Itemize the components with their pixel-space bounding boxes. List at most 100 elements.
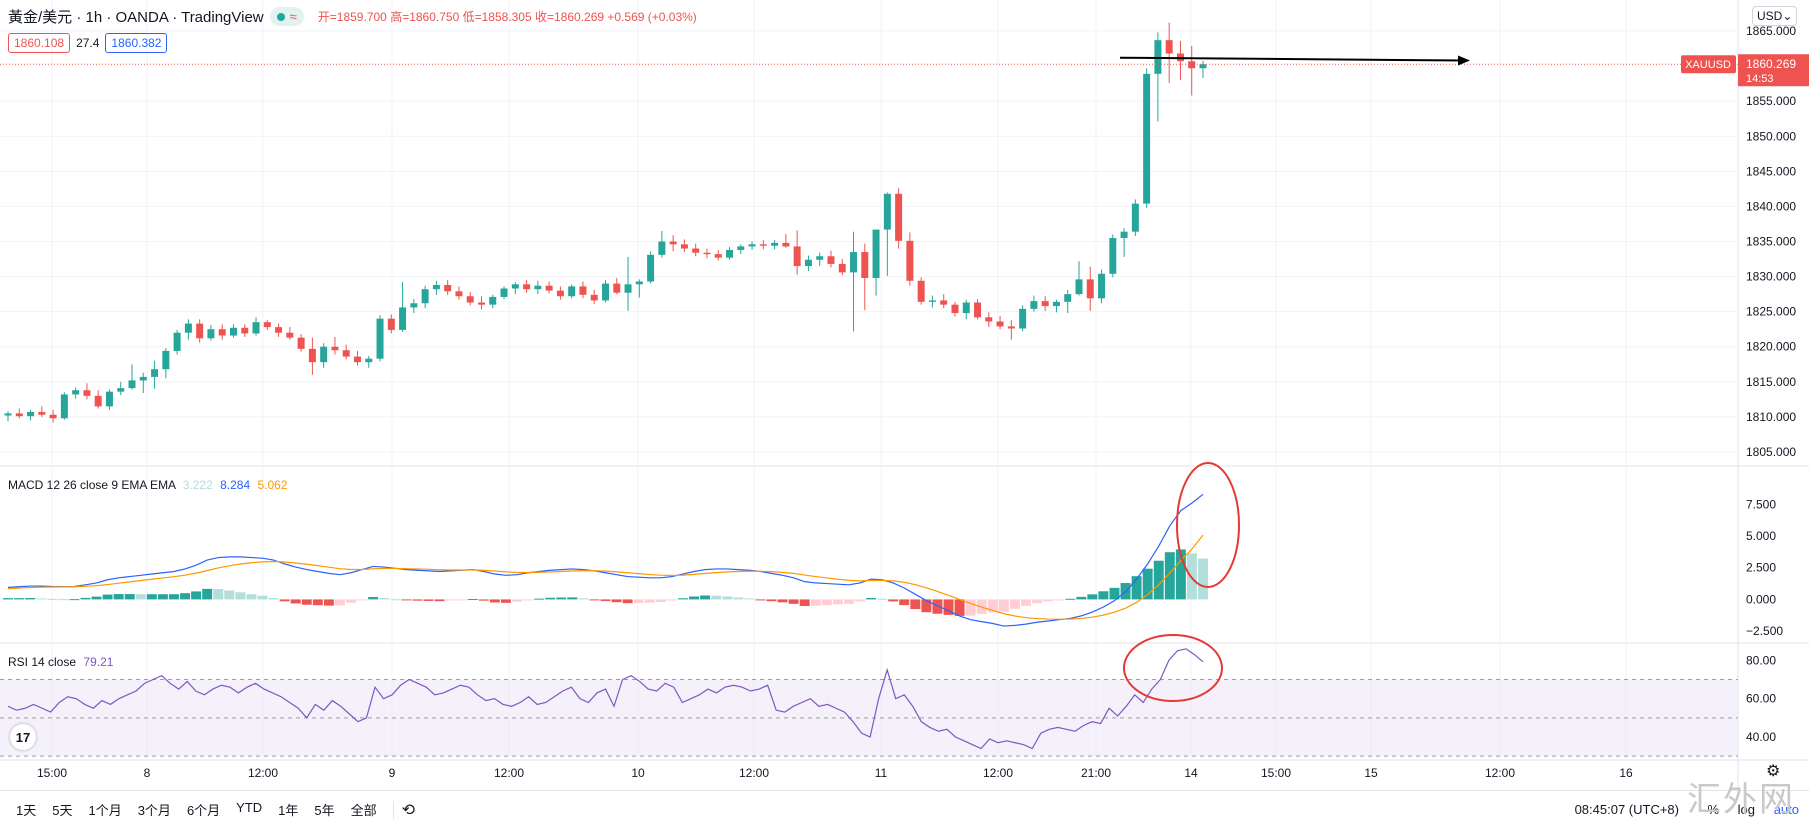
- candle-body: [511, 284, 519, 289]
- macd-histogram-bar: [257, 595, 268, 600]
- range-button[interactable]: YTD: [236, 800, 263, 815]
- macd-title: MACD 12 26 close 9 EMA EMA: [8, 478, 176, 492]
- candle-body: [173, 332, 181, 351]
- candle-body: [568, 286, 576, 297]
- candle-body: [162, 350, 170, 370]
- annotation-ellipse: [1176, 462, 1240, 588]
- rsi-tick-label: 80.00: [1746, 653, 1776, 667]
- range-button[interactable]: 1年: [278, 803, 299, 818]
- candle-body: [1109, 238, 1117, 274]
- price-tick-label: 1810.000: [1746, 410, 1796, 424]
- candle-body: [1075, 279, 1083, 295]
- candle-body: [816, 256, 824, 260]
- macd-histogram-bar: [47, 598, 58, 600]
- auto-toggle[interactable]: auto: [1773, 802, 1799, 817]
- percent-toggle[interactable]: %: [1707, 802, 1719, 817]
- macd-histogram-bar: [965, 599, 976, 616]
- macd-histogram-bar: [334, 599, 345, 606]
- clock[interactable]: 08:45:07 (UTC+8): [1574, 802, 1679, 817]
- symbol-tag: [1681, 55, 1736, 74]
- macd-histogram-bar: [434, 599, 445, 602]
- candle-body: [1131, 203, 1139, 232]
- macd-histogram-bar: [3, 598, 13, 600]
- range-button[interactable]: 6个月: [186, 803, 221, 818]
- candle-body: [545, 285, 553, 291]
- candle-body: [128, 380, 136, 389]
- signal-line: [7, 534, 1204, 620]
- low-value: 低=1858.305: [462, 10, 532, 24]
- tradingview-logo[interactable]: 17: [10, 724, 36, 750]
- macd-histogram-bar: [301, 599, 312, 605]
- macd-histogram-bar: [268, 598, 279, 600]
- candle-body: [27, 411, 35, 417]
- candle-body: [714, 254, 722, 258]
- sell-price-button[interactable]: 1860.108: [8, 33, 71, 53]
- time-tick-label: 12:00: [494, 766, 524, 780]
- macd-histogram-bar: [943, 599, 954, 615]
- macd-histogram-bar: [346, 599, 356, 603]
- time-tick-label: 12:00: [739, 766, 769, 780]
- candle-body: [737, 246, 745, 250]
- close-value: 收=1860.269: [535, 10, 605, 24]
- currency-select[interactable]: USD⌄: [1752, 6, 1798, 26]
- candle-body: [962, 302, 970, 314]
- candle-body: [387, 318, 395, 330]
- drawn-arrow-line: [1119, 56, 1466, 62]
- macd-histogram-bar: [1009, 599, 1020, 609]
- range-button[interactable]: 1天: [16, 803, 37, 818]
- macd-histogram-bar: [401, 599, 412, 601]
- macd-histogram-bar: [1020, 599, 1031, 606]
- macd-tick-label: 7.500: [1746, 497, 1776, 511]
- log-toggle[interactable]: log: [1737, 802, 1755, 817]
- annotation-ellipse: [1123, 634, 1223, 702]
- range-button[interactable]: 1个月: [88, 803, 122, 818]
- candle-body: [793, 246, 801, 267]
- drawn-arrow-head: [1458, 55, 1470, 66]
- macd-histogram-bar: [1098, 591, 1109, 600]
- macd-histogram-bar: [788, 599, 799, 604]
- macd-histogram-bar: [323, 599, 334, 606]
- macd-histogram-bar: [766, 599, 777, 602]
- range-buttons: 1天 5天 1个月 3个月 6个月 YTD 1年 5年 全部: [8, 800, 385, 819]
- wave-icon: ≈: [289, 9, 297, 24]
- time-tick-label: 15:00: [1261, 766, 1291, 780]
- countdown-text: 14:53: [1746, 73, 1774, 85]
- macd-histogram-bar: [589, 599, 600, 601]
- macd-histogram-bar: [755, 599, 766, 601]
- price-tick-label: 1830.000: [1746, 270, 1796, 284]
- macd-histogram-bar: [102, 594, 113, 600]
- macd-line: [7, 493, 1204, 627]
- macd-histogram-bar: [379, 598, 390, 600]
- symbol-title[interactable]: 黃金/美元 · 1h · OANDA · TradingView: [8, 9, 264, 26]
- candle-body: [974, 302, 982, 318]
- candle-body: [1120, 231, 1128, 238]
- range-button[interactable]: 全部: [350, 803, 377, 818]
- price-tick-label: 1855.000: [1746, 94, 1796, 108]
- macd-histogram-bar: [357, 599, 368, 601]
- macd-histogram-bar: [135, 594, 146, 600]
- candle-body: [771, 242, 779, 246]
- macd-histogram-bar: [1032, 599, 1043, 604]
- macd-histogram-bar: [1109, 587, 1120, 600]
- change-value: +0.569 (+0.03%): [607, 10, 697, 24]
- range-button[interactable]: 5天: [52, 803, 73, 818]
- macd-histogram-bar: [478, 599, 489, 601]
- candle-body: [252, 322, 260, 334]
- market-status-pill[interactable]: ≈: [269, 7, 304, 26]
- goto-date-icon[interactable]: ⟲: [401, 801, 416, 819]
- range-button[interactable]: 5年: [314, 803, 335, 818]
- candle-body: [455, 291, 463, 297]
- macd-histogram-bar: [622, 599, 633, 604]
- range-button[interactable]: 3个月: [137, 803, 171, 818]
- macd-histogram-bar: [58, 599, 69, 601]
- candle-body: [83, 390, 91, 396]
- settings-gear-icon[interactable]: ⚙: [1766, 763, 1781, 780]
- candle-body: [1154, 40, 1162, 74]
- macd-histogram-bar: [1164, 552, 1175, 600]
- candle-body: [297, 337, 305, 349]
- macd-tick-label: 2.500: [1746, 561, 1776, 575]
- macd-histogram-bar: [722, 596, 733, 600]
- buy-price-button[interactable]: 1860.382: [105, 33, 168, 53]
- macd-histogram-bar: [843, 599, 854, 604]
